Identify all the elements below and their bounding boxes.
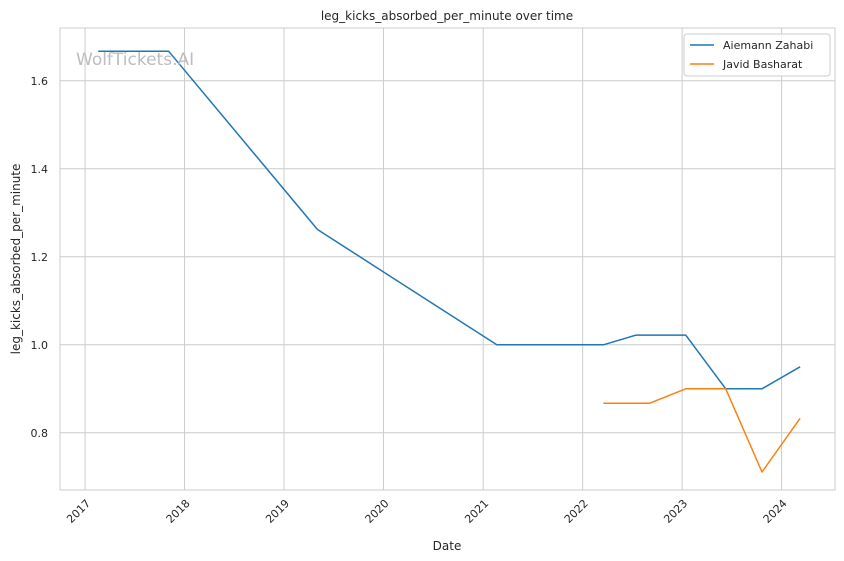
x-tick-label: 2020 [363, 497, 392, 526]
legend-frame [683, 33, 831, 77]
x-tick-label: 2021 [462, 497, 491, 526]
x-axis-label: Date [433, 539, 462, 553]
series-line-2 [603, 388, 801, 473]
y-axis-ticks: 0.8 1.0 1.2 1.4 1.6 [31, 75, 49, 440]
series-layer [98, 50, 801, 473]
x-tick-label: 2019 [263, 497, 292, 526]
legend-label: Javid Basharat [722, 58, 803, 71]
x-tick-label: 2022 [562, 497, 591, 526]
y-tick-label: 1.6 [31, 75, 49, 88]
grid [60, 28, 835, 490]
x-tick-label: 2023 [661, 497, 690, 526]
legend-label: Aiemann Zahabi [723, 39, 813, 52]
x-tick-label: 2024 [761, 497, 790, 526]
y-tick-label: 0.8 [31, 427, 49, 440]
y-axis-label: leg_kicks_absorbed_per_minute [9, 164, 23, 355]
y-tick-label: 1.2 [31, 251, 49, 264]
x-tick-label: 2017 [64, 497, 93, 526]
chart-title: leg_kicks_absorbed_per_minute over time [321, 9, 573, 23]
y-tick-label: 1.0 [31, 339, 49, 352]
x-axis-ticks: 2017 2018 2019 2020 2021 2022 2023 2024 [64, 497, 790, 526]
x-tick-label: 2018 [164, 497, 193, 526]
legend: Aiemann Zahabi Javid Basharat [683, 33, 831, 77]
plot-area [59, 27, 836, 491]
watermark: WolfTickets.AI [76, 50, 194, 70]
series-line-1 [98, 50, 801, 390]
y-tick-label: 1.4 [31, 163, 49, 176]
